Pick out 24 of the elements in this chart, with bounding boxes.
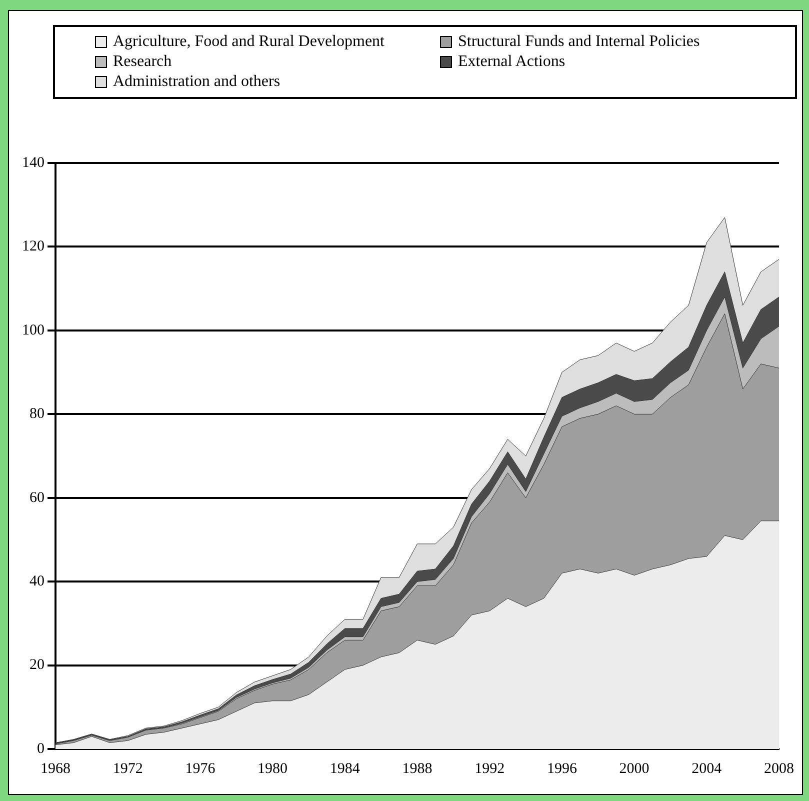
x-tick-label: 1968 [40,760,70,777]
legend-label: External Actions [458,53,566,71]
y-tick-label: 140 [22,154,44,171]
x-tick-label: 1988 [402,760,432,777]
y-tick-label: 80 [30,406,44,422]
y-tick-label: 40 [30,574,44,590]
y-tick-label: 20 [30,657,44,674]
y-tick-label: 60 [30,490,44,506]
y-tick-label: 120 [22,238,44,255]
x-tick-label: 1980 [258,760,288,777]
x-tick-label: 1984 [330,760,360,777]
x-tick-label: 2004 [692,760,722,777]
x-tick-label: 1992 [474,760,505,777]
y-tick-label: 0 [37,740,44,757]
x-tick-label: 1976 [185,760,216,777]
x-tick-label: 1996 [546,760,578,777]
x-tick-label: 2000 [619,760,650,777]
x-tick-label: 1972 [112,760,143,777]
x-tick-label: 2008 [764,760,794,777]
legend-label: Agriculture, Food and Rural Development [113,33,384,51]
y-tick-label: 100 [22,322,44,338]
legend-label: Structural Funds and Internal Policies [458,33,700,51]
legend-label: Research [113,53,172,71]
legend-label: Administration and others [113,73,280,91]
